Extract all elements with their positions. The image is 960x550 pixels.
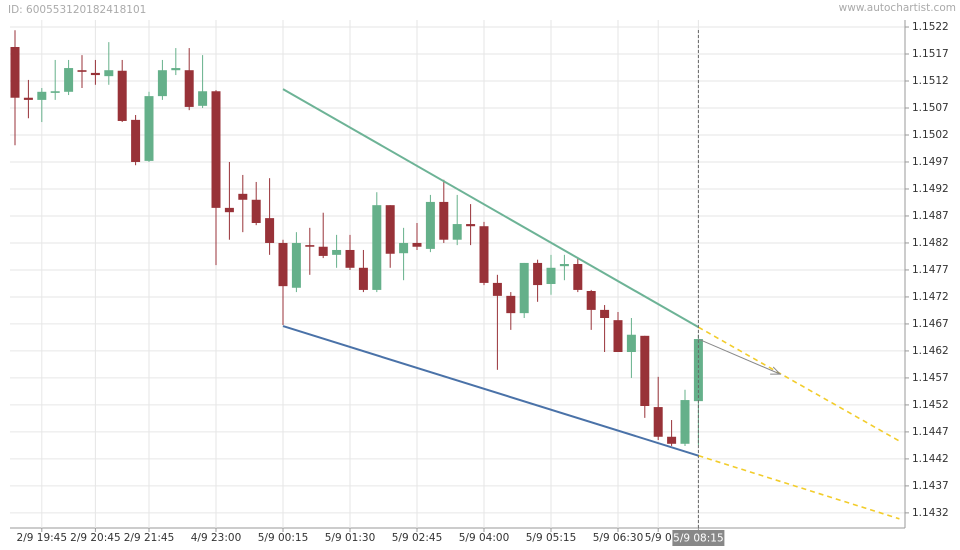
y-tick-label: 1.1492 — [912, 183, 949, 195]
candle-body — [466, 224, 476, 227]
candle-body — [318, 246, 328, 256]
candle-body — [492, 282, 502, 296]
candle-body — [439, 201, 449, 240]
chart-id: ID: 600553120182418101 — [8, 4, 146, 16]
x-tick-label: 5/9 02:45 — [392, 532, 443, 544]
candle-body — [573, 264, 583, 290]
y-tick-label: 1.1432 — [912, 507, 949, 519]
candle-body — [198, 91, 208, 106]
y-tick-label: 1.1457 — [912, 372, 949, 384]
candle-body — [600, 309, 610, 318]
x-tick-label: 2/9 20:45 — [70, 532, 121, 544]
candle-body — [265, 218, 275, 243]
x-tick-label: 4/9 23:00 — [191, 532, 242, 544]
candle-body — [224, 207, 234, 213]
candle-body — [399, 242, 409, 254]
candle-body — [90, 72, 100, 76]
y-tick-label: 1.1437 — [912, 480, 949, 492]
candle-body — [184, 70, 194, 107]
candle-body — [412, 242, 422, 247]
x-tick-label: 5/9 00:15 — [258, 532, 309, 544]
forecast-arrow-head — [770, 366, 782, 375]
x-tick-label: 5/9 08:15 — [673, 533, 724, 545]
candle-body — [117, 70, 127, 121]
x-tick-label: 2/9 19:45 — [17, 532, 68, 544]
forecast-arrow — [698, 338, 781, 375]
y-tick-label: 1.1442 — [912, 453, 949, 465]
candle-body — [680, 400, 690, 444]
candle-body — [131, 119, 141, 162]
trend-line — [282, 88, 699, 329]
y-tick-label: 1.1512 — [912, 75, 949, 87]
y-tick-label: 1.1452 — [912, 399, 949, 411]
y-tick-label: 1.1487 — [912, 210, 949, 222]
y-tick-label: 1.1482 — [912, 237, 949, 249]
x-tick-label: 5/9 0 — [645, 532, 672, 544]
candle-body — [211, 91, 221, 208]
trend-line — [282, 325, 699, 457]
candle-body — [23, 97, 33, 100]
candle-body — [238, 193, 248, 200]
trend-projection — [698, 326, 900, 442]
candle-body — [559, 264, 569, 267]
candle-body — [171, 68, 181, 71]
candle-body — [251, 199, 261, 223]
candle-body — [104, 70, 114, 77]
candle-body — [479, 226, 489, 283]
candle-body — [37, 91, 47, 100]
y-tick-label: 1.1502 — [912, 129, 949, 141]
y-tick-label: 1.1472 — [912, 291, 949, 303]
candle-body — [586, 291, 596, 310]
candle-body — [278, 242, 288, 287]
x-tick-label: 5/9 05:15 — [526, 532, 577, 544]
x-tick-label: 5/9 04:00 — [459, 532, 510, 544]
y-tick-label: 1.1467 — [912, 318, 949, 330]
candle-body — [64, 68, 74, 92]
x-tick-label: 2/9 21:45 — [124, 532, 175, 544]
candle-body — [50, 91, 60, 93]
candle-body — [546, 267, 556, 284]
candle-body — [144, 96, 154, 161]
candle-body — [613, 320, 623, 353]
candle-body — [452, 224, 462, 240]
candle-body — [425, 201, 435, 249]
y-tick-label: 1.1462 — [912, 345, 949, 357]
candle-body — [10, 46, 20, 98]
candle-body — [77, 70, 87, 72]
x-tick-label: 5/9 06:30 — [593, 532, 644, 544]
y-tick-label: 1.1517 — [912, 48, 949, 60]
candle-body — [358, 267, 368, 290]
y-tick-label: 1.1497 — [912, 156, 949, 168]
candle-body — [653, 407, 663, 437]
candle-body — [157, 70, 167, 97]
crosshair-label-box — [672, 530, 725, 546]
candle-body — [291, 242, 301, 288]
candle-body — [667, 436, 677, 444]
candle-body — [519, 262, 529, 314]
y-tick-label: 1.1522 — [912, 21, 949, 33]
candle-body — [506, 295, 516, 314]
candle-body — [332, 249, 342, 255]
candle-body — [345, 249, 355, 268]
candle-body — [305, 245, 315, 247]
y-tick-label: 1.1477 — [912, 264, 949, 276]
y-tick-label: 1.1447 — [912, 426, 949, 438]
site-name: www.autochartist.com — [839, 2, 956, 14]
x-tick-label: 5/9 01:30 — [325, 532, 376, 544]
candle-body — [626, 334, 636, 353]
candle-body — [640, 335, 650, 406]
y-tick-label: 1.1507 — [912, 102, 949, 114]
candle-body — [372, 205, 382, 290]
trend-projection — [698, 454, 900, 520]
candle-body — [385, 205, 395, 254]
candle-body — [533, 262, 543, 286]
